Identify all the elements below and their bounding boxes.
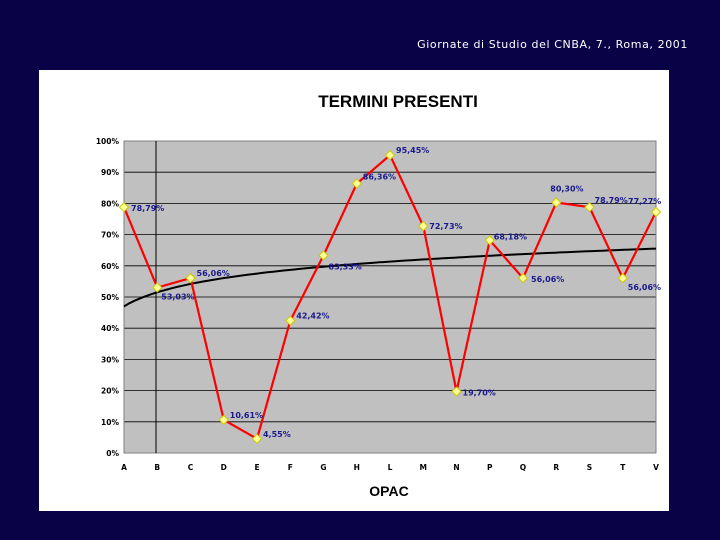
data-point-marker [484,235,495,246]
x-tick-label: G [320,463,326,472]
gridlines [123,140,657,454]
y-tick-label: 10% [101,418,119,427]
data-label: 56,06% [628,283,661,292]
data-point-marker [584,201,595,213]
x-tick-label: V [653,463,659,472]
termini-presenti-chart: TERMINI PRESENTI 0% 10% 20% 30% 40% 50% 60% 70%… [96,92,662,499]
x-tick-label: S [587,463,592,472]
data-label: 68,18% [494,232,527,241]
x-tick-label: T [620,463,626,472]
data-label: 80,30% [550,184,583,193]
plot-border [123,140,657,454]
data-point-marker [318,250,329,261]
data-point-marker [517,272,529,284]
y-tick-label: 20% [101,387,119,396]
data-point-marker [185,272,196,284]
data-point-marker [218,414,229,426]
data-label: 56,06% [531,275,564,284]
y-tick-label: 70% [101,231,119,240]
y-tick-label: 50% [101,293,119,302]
data-point-marker [650,206,662,218]
data-label: 78,79% [595,196,628,205]
data-labels: 78,79% 53,03% 56,06% 10,61% 4,55% 42,42% 83,33… [131,146,661,439]
x-tick-label: Q [520,463,526,472]
data-label: 86,36% [363,173,396,182]
data-label: 77,27% [628,197,661,206]
data-label: 72,73% [429,222,462,231]
x-tick-label: C [188,463,194,472]
data-point-marker [152,282,163,293]
data-point-marker [551,197,562,208]
data-point-marker [418,220,429,232]
data-label: 95,45% [396,146,429,155]
x-tick-label: N [453,463,459,472]
chart-title: TERMINI PRESENTI [318,92,478,111]
y-tick-label: 0% [106,449,119,458]
header-caption: Giornate di Studio del CNBA, 7., Roma, 2… [417,38,688,51]
data-point-marker [251,433,263,445]
chart-frame: TERMINI PRESENTI 0% 10% 20% 30% 40% 50% 60% 70%… [39,70,669,511]
data-point-marker [351,178,362,189]
x-axis-title: OPAC [369,483,408,499]
y-tick-label: 80% [101,199,119,208]
y-tick-label: 30% [101,355,119,364]
data-point-marker [285,315,296,326]
data-label: 42,42% [296,312,329,321]
x-tick-label: M [420,463,427,472]
y-tick-label: 40% [101,324,119,333]
x-tick-label: P [487,463,493,472]
data-point-marker [451,386,462,397]
x-tick-label: L [388,463,393,472]
y-tick-label: 90% [101,168,119,177]
x-tick-label: F [288,463,293,472]
x-tick-label: A [121,463,127,472]
data-label: 4,55% [263,430,291,439]
data-label: 78,79% [131,204,164,213]
y-axis: 0% 10% 20% 30% 40% 50% 60% 70% 80% 90% 100% [96,137,120,458]
data-label: 83,33% [329,262,362,271]
data-markers [118,149,662,445]
x-tick-label: B [154,463,160,472]
data-point-marker [617,272,628,284]
data-label: 53,03% [161,293,194,302]
data-label: 19,70% [463,389,496,398]
data-label: 56,06% [197,269,230,278]
x-tick-label: H [354,463,360,472]
trend-line [123,247,657,308]
data-label: 10,61% [230,411,263,420]
y-tick-label: 100% [96,137,120,146]
x-tick-label: R [553,463,559,472]
data-point-marker [384,149,396,161]
data-point-marker [118,201,130,213]
x-tick-label: D [221,463,227,472]
x-tick-label: E [254,463,259,472]
y-tick-label: 60% [101,262,119,271]
